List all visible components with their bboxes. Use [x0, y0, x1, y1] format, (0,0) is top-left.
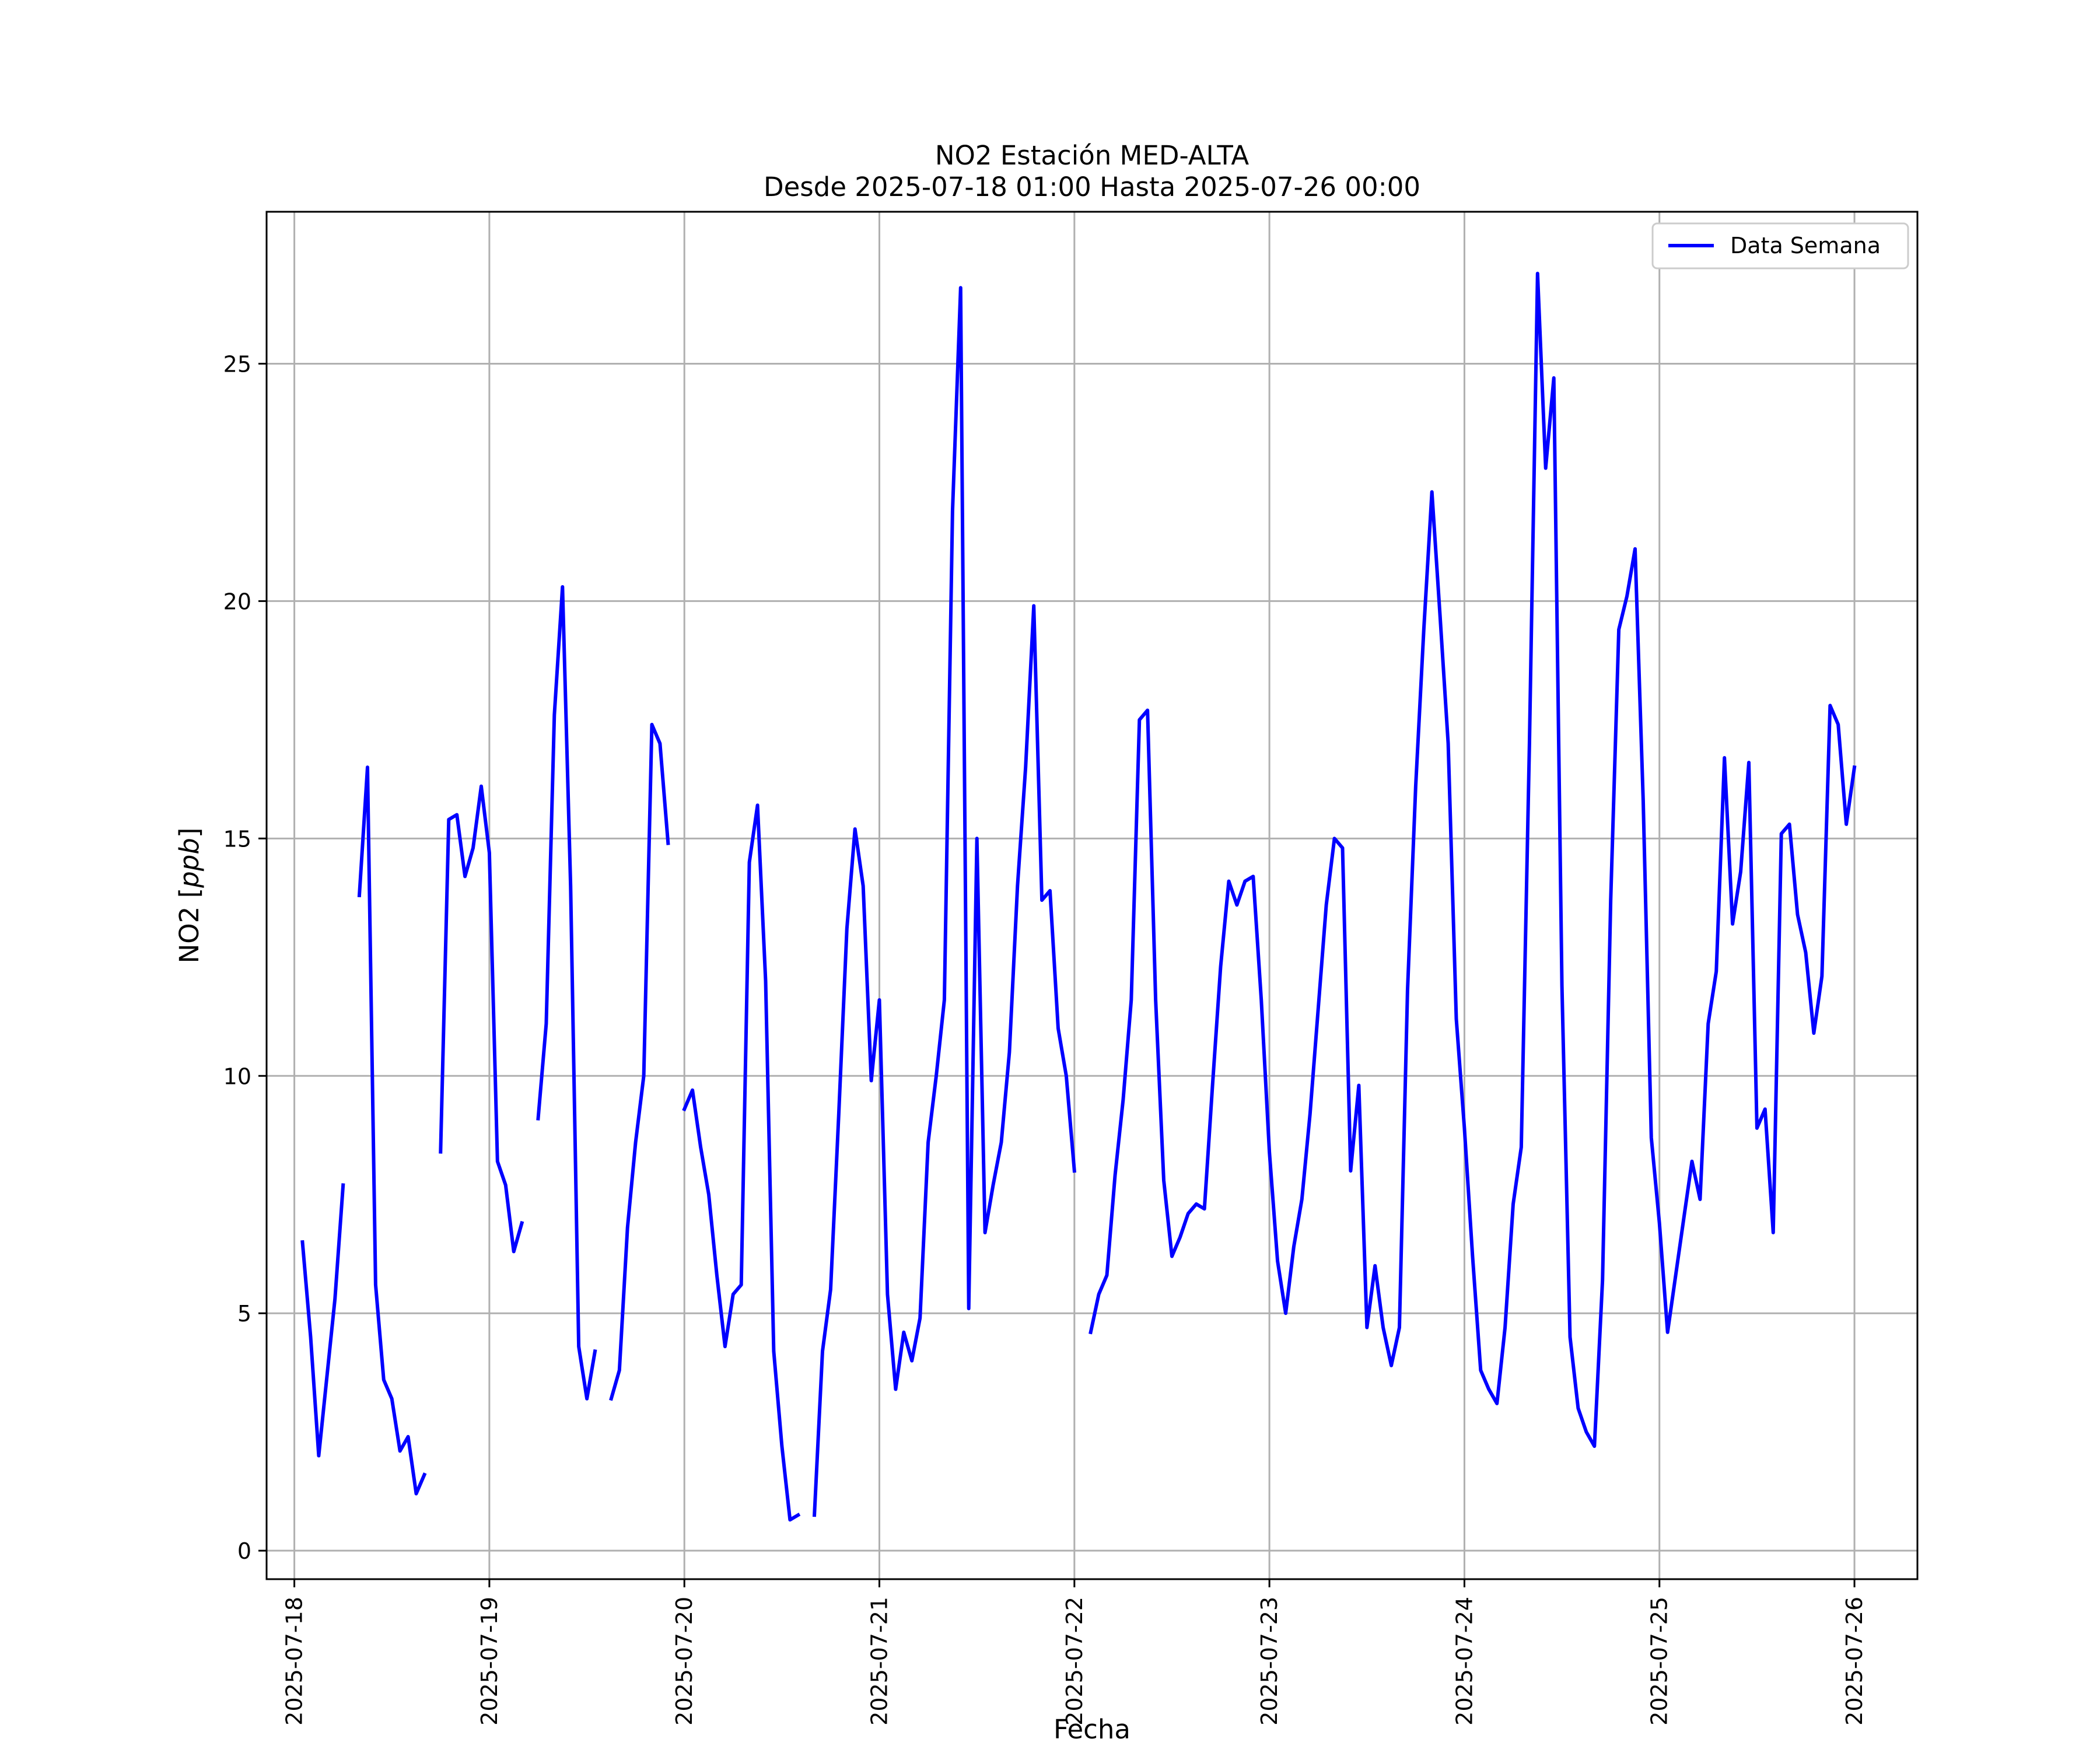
series-line-segment	[357, 765, 427, 1496]
series-line-segment	[439, 784, 524, 1254]
tick-labels: 2025-07-18 2025-07-19 2025-07-20 2025-07-21…	[223, 351, 1867, 1725]
chart-subtitle: Desde 2025-07-18 01:00 Hasta 2025-07-26 …	[764, 172, 1420, 202]
series-line-segment	[1088, 271, 1857, 1448]
x-tick-label: 2025-07-21	[867, 1597, 892, 1726]
y-tick-label: 5	[237, 1301, 251, 1327]
series-line-segment	[536, 585, 597, 1401]
x-tick-label: 2025-07-24	[1451, 1597, 1477, 1726]
x-axis-label: Fecha	[1054, 1714, 1130, 1745]
x-tick-label: 2025-07-19	[477, 1597, 502, 1726]
legend-box	[1651, 222, 1909, 270]
series-line-segment	[682, 803, 801, 1522]
legend-label: Data Semana	[1730, 233, 1881, 258]
x-tick-label: 2025-07-25	[1647, 1597, 1672, 1726]
y-tick-label: 10	[223, 1063, 251, 1089]
grid-lines	[267, 212, 1917, 1579]
chart-title: NO2 Estación MED-ALTA	[935, 140, 1250, 171]
series-line-segment	[812, 286, 1077, 1517]
y-tick-label: 25	[223, 351, 251, 377]
y-axis-label-main: NO2 [	[174, 888, 205, 964]
series-line-segment	[609, 723, 670, 1401]
x-tick-label: 2025-07-23	[1256, 1597, 1282, 1726]
legend: Data Semana	[1651, 222, 1909, 270]
x-tick-label: 2025-07-20	[671, 1597, 697, 1726]
y-tick-label: 20	[223, 589, 251, 614]
y-axis-label: NO2 [ppb]	[174, 828, 205, 964]
plot-frame	[265, 211, 1919, 1580]
x-tick-label: 2025-07-22	[1062, 1597, 1087, 1726]
y-tick-label: 15	[223, 826, 251, 852]
y-tick-label: 0	[237, 1538, 251, 1564]
series-lines	[300, 271, 1857, 1522]
x-tick-label: 2025-07-18	[282, 1597, 307, 1726]
x-tick-label: 2025-07-26	[1842, 1597, 1867, 1726]
y-axis-label-close: ]	[174, 828, 205, 838]
series-line-segment	[300, 1183, 345, 1458]
y-axis-label-unit: ppb	[174, 838, 205, 888]
axes	[258, 211, 1919, 1587]
